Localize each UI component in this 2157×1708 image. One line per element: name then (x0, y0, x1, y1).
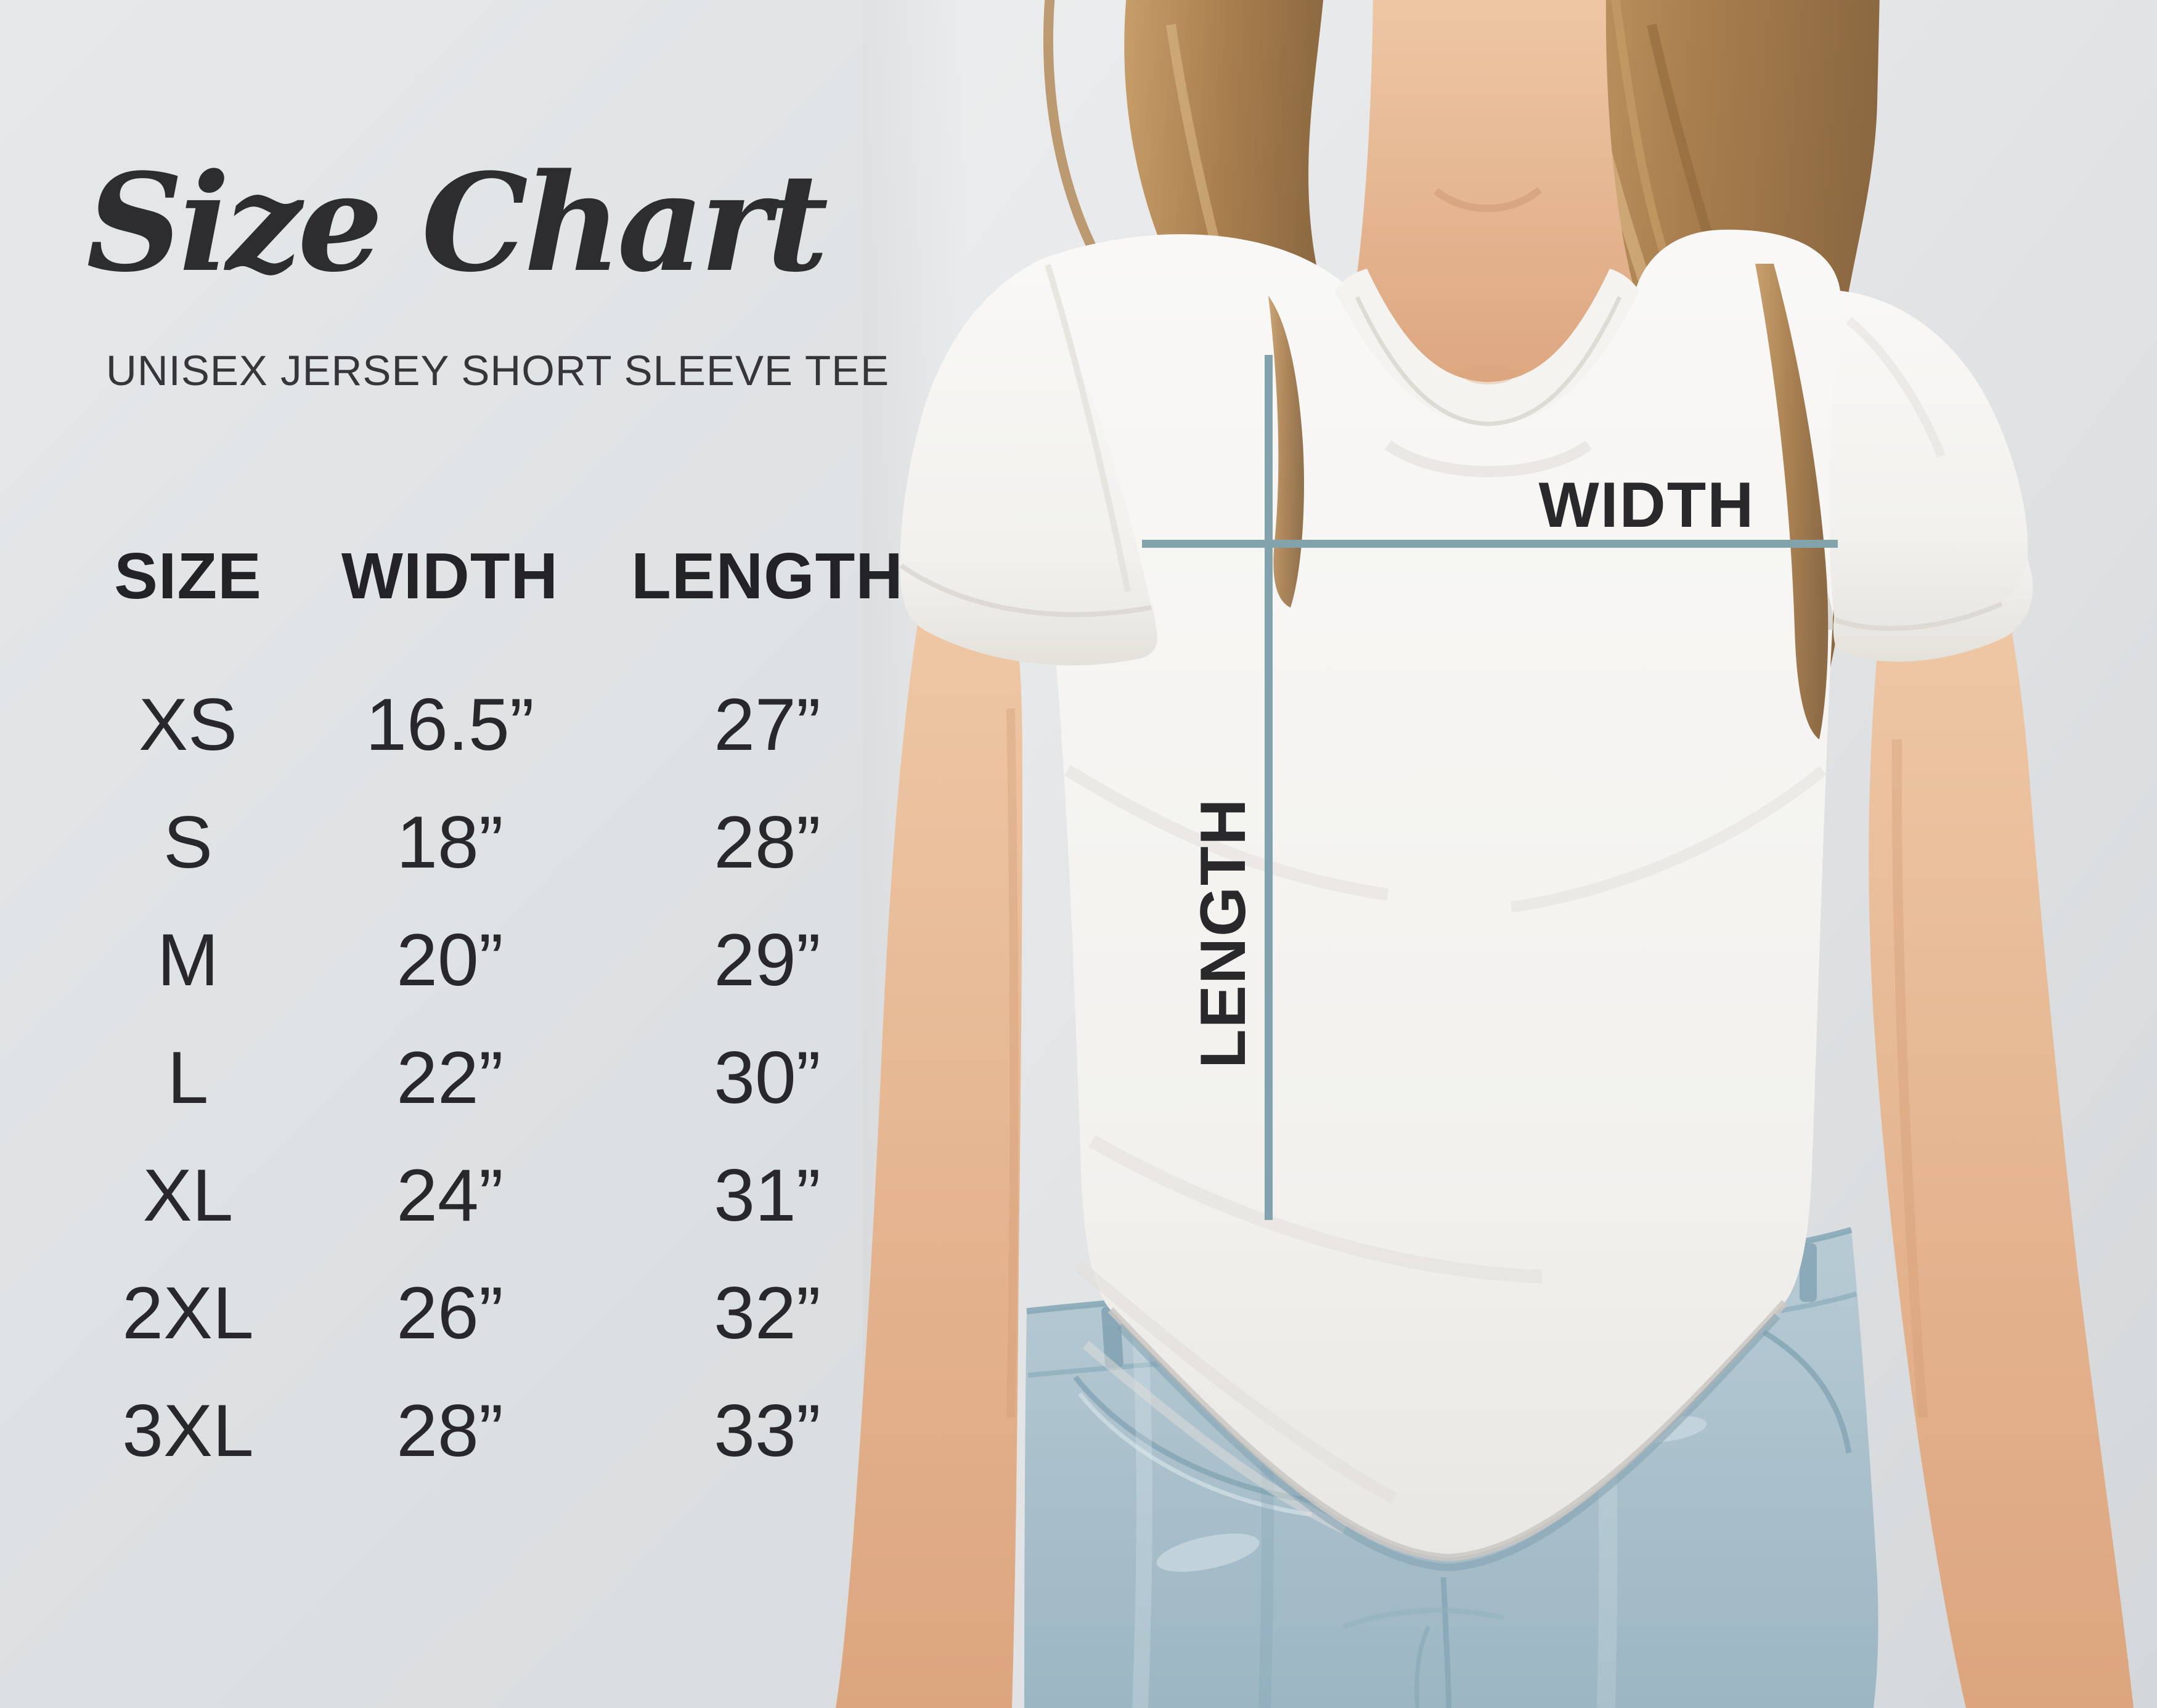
size-cell: XS (138, 683, 238, 766)
size-cell: 2XL (122, 1271, 254, 1354)
size-table-row: XL 24” 31” (105, 1136, 906, 1254)
length-cell: 28” (714, 800, 821, 884)
length-cell: 30” (714, 1036, 821, 1119)
width-measure-line (1142, 540, 1838, 548)
size-table-row: M 20” 29” (105, 901, 906, 1019)
size-cell: 3XL (122, 1389, 254, 1472)
size-table-row: S 18” 28” (105, 783, 906, 901)
size-cell: XL (142, 1153, 234, 1237)
header-length: LENGTH (631, 539, 903, 612)
width-cell: 26” (396, 1271, 504, 1354)
size-table-row: 3XL 28” 33” (105, 1372, 906, 1489)
length-cell: 31” (714, 1153, 821, 1237)
size-table-row: 2XL 26” 32” (105, 1254, 906, 1372)
width-measure-label: WIDTH (1538, 470, 1755, 541)
size-table-row: L 22” 30” (105, 1019, 906, 1136)
header-size: SIZE (114, 539, 262, 612)
size-cell: L (167, 1036, 209, 1119)
size-table-header-row: SIZE WIDTH LENGTH (105, 514, 906, 638)
page-title: Size Chart (86, 144, 828, 302)
size-cell: M (157, 918, 219, 1001)
width-cell: 28” (396, 1389, 504, 1472)
length-measure-line (1265, 355, 1273, 1220)
size-cell: S (163, 800, 213, 884)
width-cell: 20” (396, 918, 504, 1001)
header-width: WIDTH (341, 539, 559, 612)
width-cell: 18” (396, 800, 504, 884)
length-measure-label: LENGTH (1188, 797, 1259, 1068)
size-chart-panel: Size Chart UNISEX JERSEY SHORT SLEEVE TE… (0, 0, 924, 1708)
width-cell: 22” (396, 1036, 504, 1119)
length-cell: 33” (714, 1389, 821, 1472)
size-table: SIZE WIDTH LENGTH XS 16.5” 27” S 18” 28”… (105, 514, 906, 1489)
size-table-row: XS 16.5” 27” (105, 665, 906, 783)
page-subtitle: UNISEX JERSEY SHORT SLEEVE TEE (106, 347, 890, 394)
length-cell: 27” (714, 683, 821, 766)
width-cell: 24” (396, 1153, 504, 1237)
length-cell: 29” (714, 918, 821, 1001)
width-cell: 16.5” (365, 683, 534, 766)
length-cell: 32” (714, 1271, 821, 1354)
